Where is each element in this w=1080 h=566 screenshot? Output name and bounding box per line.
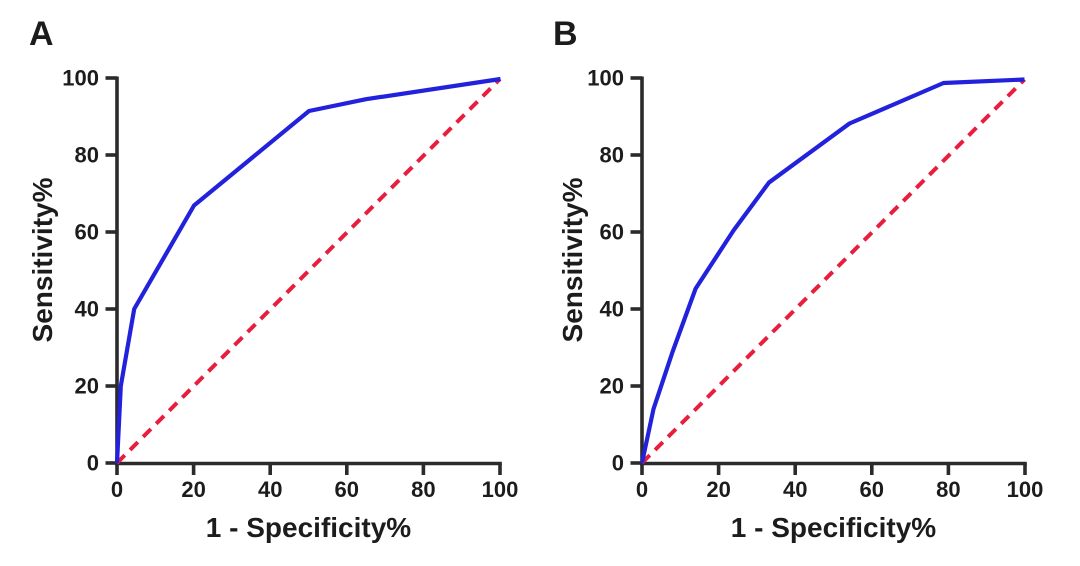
svg-text:80: 80 [936,477,960,502]
svg-text:60: 60 [600,220,624,245]
svg-text:60: 60 [75,220,99,245]
svg-text:20: 20 [75,374,99,399]
svg-text:20: 20 [181,477,205,502]
svg-text:0: 0 [111,477,123,502]
svg-text:100: 100 [587,66,624,91]
svg-text:60: 60 [335,477,359,502]
svg-text:40: 40 [75,297,99,322]
svg-text:20: 20 [600,374,624,399]
svg-text:80: 80 [411,477,435,502]
svg-text:0: 0 [636,477,648,502]
svg-text:1 - Specificity%: 1 - Specificity% [731,512,937,543]
svg-text:Sensitivity%: Sensitivity% [27,177,58,342]
svg-text:60: 60 [860,477,884,502]
svg-text:100: 100 [1007,477,1044,502]
svg-text:20: 20 [706,477,730,502]
svg-text:Sensitivity%: Sensitivity% [557,177,588,342]
svg-text:0: 0 [612,451,624,476]
svg-text:0: 0 [87,451,99,476]
svg-text:100: 100 [482,477,519,502]
svg-text:1 - Specificity%: 1 - Specificity% [206,512,412,543]
svg-text:80: 80 [75,143,99,168]
svg-text:80: 80 [600,143,624,168]
svg-text:40: 40 [783,477,807,502]
svg-text:A: A [29,15,54,53]
svg-text:40: 40 [600,297,624,322]
svg-text:B: B [553,15,578,53]
svg-text:100: 100 [62,66,99,91]
svg-text:40: 40 [258,477,282,502]
